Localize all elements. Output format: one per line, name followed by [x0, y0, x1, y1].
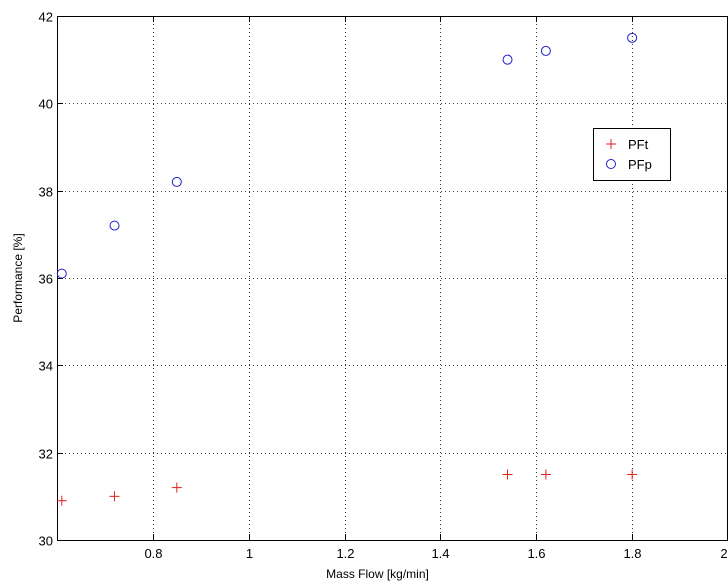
- legend-box: [593, 128, 671, 181]
- legend-marker-pfp: [606, 159, 616, 169]
- x-tick-label: 1: [246, 546, 253, 561]
- x-tick-label: 0.8: [144, 546, 162, 561]
- y-tick-label: 34: [39, 359, 53, 374]
- legend-marker-symbol: [606, 139, 616, 149]
- legend-label-pft: PFt: [628, 137, 649, 152]
- x-axis-title: Mass Flow [kg/min]: [326, 567, 429, 581]
- x-tick-label: 1.2: [336, 546, 354, 561]
- data-point-pft: [502, 469, 513, 480]
- y-tick-label: 38: [39, 185, 53, 200]
- data-point-pfp: [171, 176, 182, 187]
- data-marks: [56, 32, 638, 506]
- y-tick-label: 30: [39, 534, 53, 549]
- x-tick-label: 1.8: [623, 546, 641, 561]
- y-tick-labels: 30 32 34 36 38 40 42: [39, 10, 53, 549]
- data-point-pfp: [502, 54, 513, 65]
- data-point-pft: [171, 482, 182, 493]
- data-point-pfp: [109, 220, 120, 231]
- data-point-pft: [540, 469, 551, 480]
- legend: PFt PFp: [593, 128, 671, 181]
- axis-ticks: [57, 16, 633, 541]
- y-tick-label: 36: [39, 272, 53, 287]
- grid: [57, 16, 728, 540]
- data-point-pft: [109, 491, 120, 502]
- legend-marker-pft: [606, 139, 616, 149]
- x-tick-label: 2: [720, 546, 727, 561]
- y-tick-label: 40: [39, 97, 53, 112]
- data-point-pfp: [540, 45, 551, 56]
- y-axis-title: Performance [%]: [11, 233, 25, 322]
- legend-label-pfp: PFp: [628, 157, 652, 172]
- data-point-pft: [56, 495, 67, 506]
- data-point-pfp: [627, 32, 638, 43]
- legend-marker-symbol: [606, 159, 616, 169]
- data-point-pft: [627, 469, 638, 480]
- y-tick-label: 32: [39, 447, 53, 462]
- x-tick-labels: 0.8 1 1.2 1.4 1.6 1.8 2: [144, 546, 727, 561]
- y-tick-label: 42: [39, 10, 53, 25]
- x-tick-label: 1.6: [527, 546, 545, 561]
- data-point-pfp: [56, 268, 67, 279]
- x-tick-label: 1.4: [431, 546, 449, 561]
